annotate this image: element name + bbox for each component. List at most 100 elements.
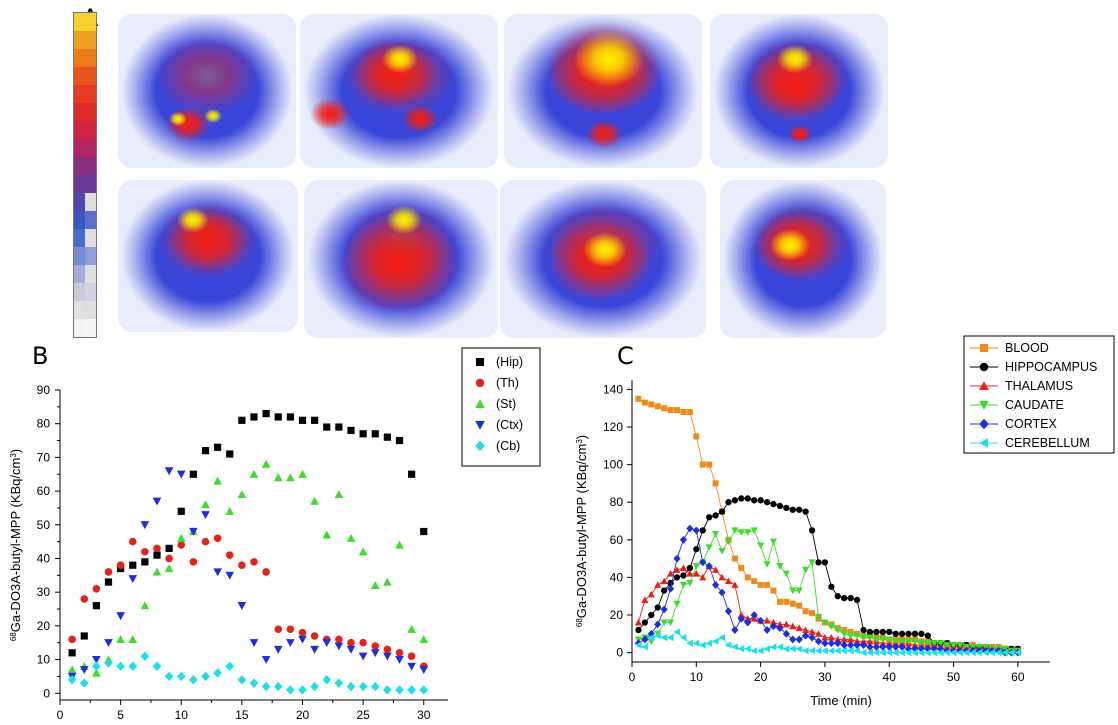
data-point [346,681,356,692]
data-point [358,681,368,692]
data-point [917,649,925,657]
data-point [189,527,198,536]
data-point [731,581,739,588]
data-point [699,558,707,567]
data-point [165,544,173,552]
data-point [840,647,848,655]
data-point [975,649,983,657]
data-point [776,563,784,570]
data-point [298,469,307,478]
data-point [847,628,854,635]
data-point [189,470,197,478]
data-point [699,641,706,649]
data-point [809,610,816,617]
data-point [949,649,957,657]
brain-scan-image [504,14,702,168]
data-point [152,567,162,576]
data-point [680,572,687,579]
y-tick-label: 10 [37,653,51,667]
data-point [1001,649,1008,657]
data-point [808,527,816,534]
y-tick-label: 60 [37,484,51,498]
series-0 [68,409,428,657]
data-point [420,527,428,536]
data-point [744,529,752,536]
data-point [654,604,661,611]
colorbar-segment [74,139,96,157]
panel-b-letter: B [32,342,49,370]
data-point [407,624,416,633]
y-tick-label: 20 [37,619,51,633]
data-point [68,635,76,644]
data-point [80,632,88,640]
data-point [238,416,246,424]
data-point [782,620,790,628]
data-point [686,570,694,577]
data-point [686,408,693,415]
data-point [724,641,732,649]
data-point [298,628,307,637]
data-point [699,573,707,581]
data-point [383,577,392,586]
y-tick-label: 90 [37,383,51,397]
data-point [395,655,404,664]
data-point [692,563,700,570]
data-point [419,635,429,643]
data-point [982,649,989,657]
series-0 [635,395,1021,652]
data-point [750,647,758,655]
data-point [128,537,137,546]
data-point [286,639,295,648]
y-tick-label: 40 [610,570,624,584]
data-point [177,541,186,549]
data-point [795,624,803,632]
data-point [104,578,113,586]
data-point [176,671,186,682]
data-point [834,627,842,634]
legend-marker [475,378,485,388]
data-point [782,570,790,578]
data-point [647,629,655,638]
data-point [274,413,282,421]
data-point [214,443,222,451]
data-point [866,628,874,636]
data-point [298,635,307,644]
data-point [673,566,681,573]
series-1 [68,534,428,671]
axes: 0 10 20 30 40 50 60 0 20 40 60 80 100 120 140 [603,380,1050,684]
y-tick-label: 40 [37,551,51,565]
colorbar [73,12,97,338]
data-point [943,642,951,649]
data-point [128,635,138,643]
colorbar-segment [74,175,96,193]
colorbar-segment [74,211,96,229]
data-point [358,652,368,661]
data-point [796,506,803,513]
data-point [956,649,963,657]
data-point [286,625,295,634]
data-point [238,561,246,569]
data-point [724,538,733,546]
data-point [821,633,829,641]
colorbar-segment [74,103,96,121]
data-point [407,662,416,671]
data-point [904,649,912,657]
data-point [827,633,835,641]
legend-marker [979,362,989,372]
data-point [737,611,745,618]
data-point [828,583,835,590]
data-point [116,561,125,569]
data-point [152,497,162,506]
data-point [757,542,765,550]
data-point [859,634,868,642]
data-point [802,608,809,615]
data-point [795,645,803,653]
y-tick-label: 70 [37,450,51,464]
data-point [641,596,649,603]
data-point [654,581,662,588]
data-point [164,564,174,573]
series-5 [634,628,1021,657]
data-point [335,635,343,644]
data-point [886,628,893,636]
data-point [383,652,392,661]
